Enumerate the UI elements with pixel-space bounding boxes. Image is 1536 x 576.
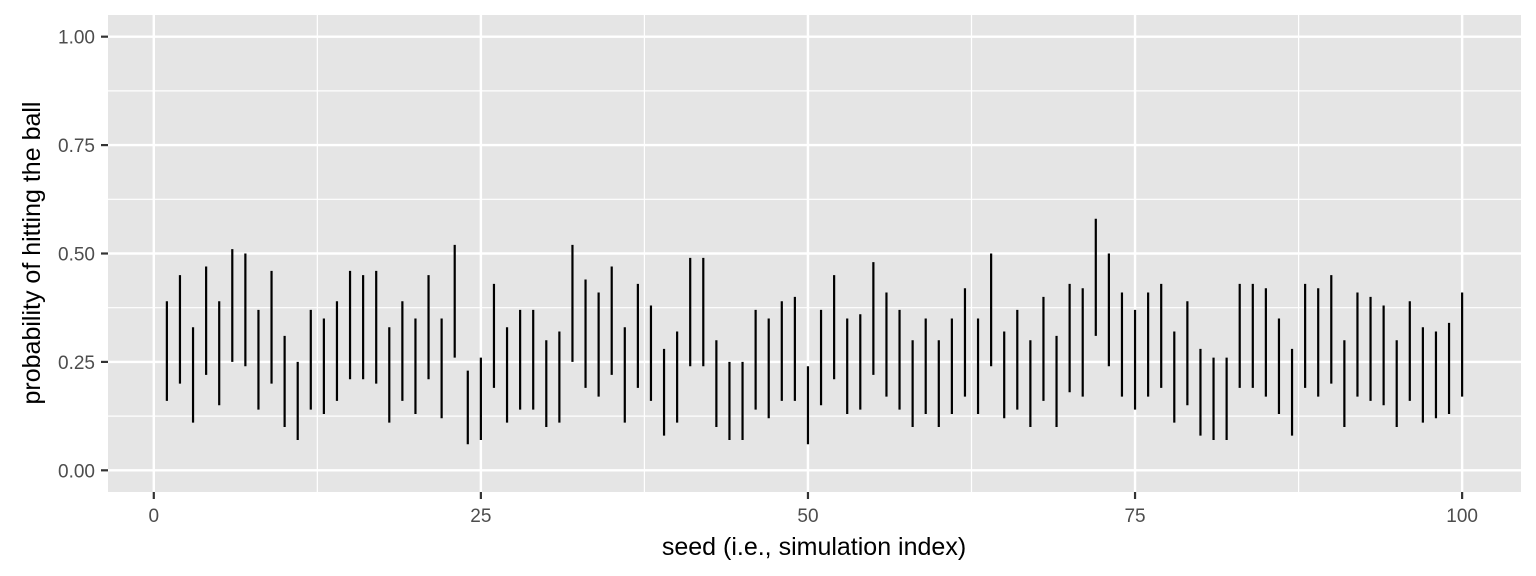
- y-tick-label: 0.50: [58, 245, 95, 266]
- x-axis: 0 25 50 75 100: [149, 492, 1478, 527]
- x-tick-label: 25: [470, 506, 491, 527]
- y-tick-label: 0.25: [58, 353, 95, 374]
- y-axis: 0.00 0.25 0.50 0.75 1.00: [58, 28, 108, 482]
- gridlines: [108, 15, 1521, 492]
- x-axis-title: seed (i.e., simulation index): [662, 533, 966, 561]
- error-bars: [165, 218, 1464, 445]
- y-tick-label: 1.00: [58, 28, 95, 49]
- x-tick-label: 100: [1446, 506, 1478, 527]
- y-tick-label: 0.00: [58, 461, 95, 482]
- y-axis-title: probability of hitting the ball: [18, 102, 46, 405]
- y-tick-label: 0.75: [58, 136, 95, 157]
- x-tick-label: 0: [149, 506, 160, 527]
- x-tick-label: 50: [797, 506, 818, 527]
- x-tick-label: 75: [1124, 506, 1145, 527]
